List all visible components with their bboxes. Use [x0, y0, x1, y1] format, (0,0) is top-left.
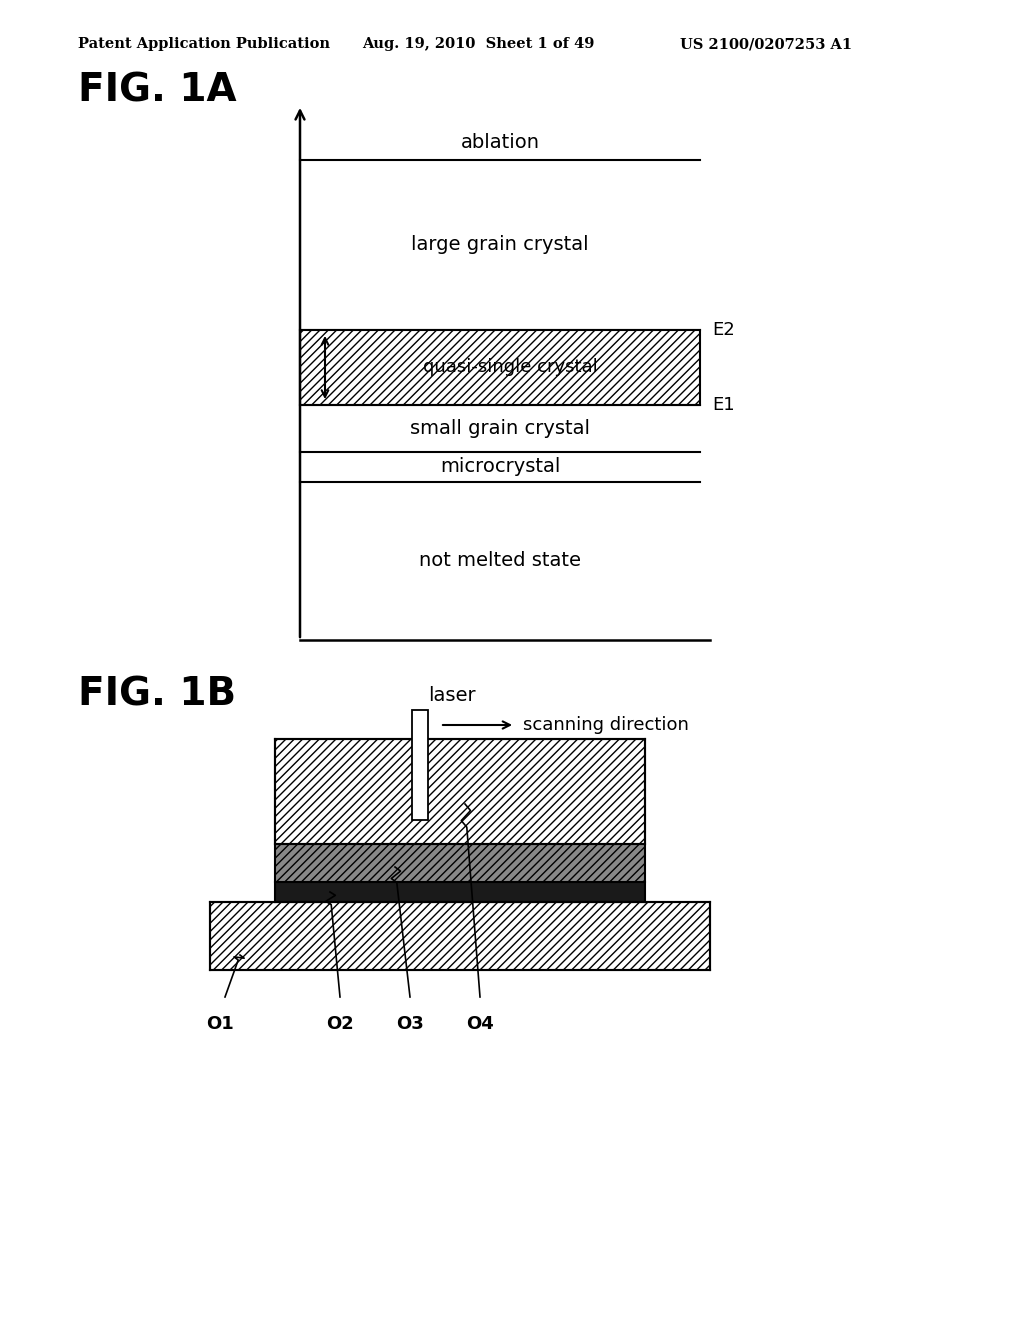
Text: Patent Application Publication: Patent Application Publication	[78, 37, 330, 51]
Text: E1: E1	[712, 396, 734, 414]
Bar	[275, 882, 645, 902]
Text: not melted state: not melted state	[419, 552, 581, 570]
Text: small grain crystal: small grain crystal	[410, 418, 590, 438]
Bar	[210, 902, 710, 970]
Text: laser: laser	[428, 686, 475, 705]
Text: scanning direction: scanning direction	[523, 715, 689, 734]
Text: O4: O4	[466, 1015, 494, 1034]
Text: O1: O1	[206, 1015, 233, 1034]
Bar	[275, 843, 645, 882]
Bar	[300, 330, 700, 405]
Text: FIG. 1A: FIG. 1A	[78, 73, 237, 110]
Text: large grain crystal: large grain crystal	[412, 235, 589, 255]
Bar	[412, 710, 428, 820]
Text: US 2100/0207253 A1: US 2100/0207253 A1	[680, 37, 852, 51]
Text: ablation: ablation	[461, 133, 540, 152]
Text: O2: O2	[326, 1015, 354, 1034]
Text: Aug. 19, 2010  Sheet 1 of 49: Aug. 19, 2010 Sheet 1 of 49	[362, 37, 594, 51]
Bar	[275, 739, 645, 843]
Text: quasi-single crystal: quasi-single crystal	[423, 359, 597, 376]
Text: E2: E2	[712, 321, 735, 339]
Text: microcrystal: microcrystal	[440, 458, 560, 477]
Text: FIG. 1B: FIG. 1B	[78, 675, 237, 713]
Text: O3: O3	[396, 1015, 424, 1034]
